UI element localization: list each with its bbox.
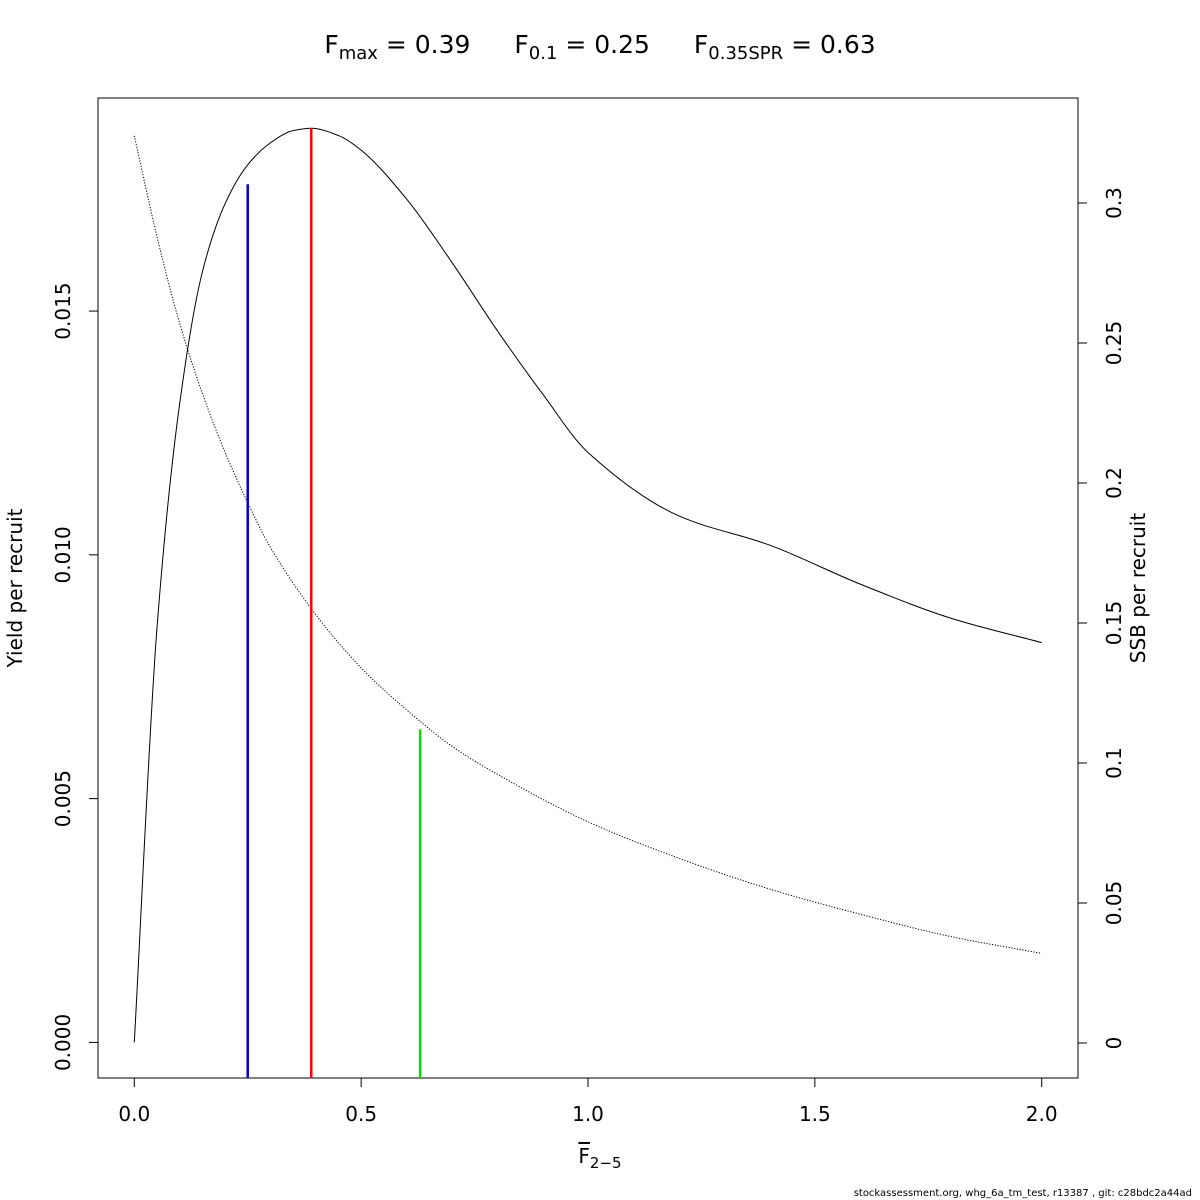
- x-tick-label: 1.5: [799, 1102, 831, 1126]
- y2-tick-label: 0.05: [1102, 881, 1126, 926]
- title-fmax: Fmax = 0.39: [324, 30, 471, 64]
- y2-tick-label: 0.1: [1102, 747, 1126, 779]
- x-axis-label: F2−5: [578, 1144, 622, 1172]
- footer-credit: stockassessment.org, whg_6a_tm_test, r13…: [853, 1188, 1192, 1199]
- y2-tick-label: 0.2: [1102, 467, 1126, 499]
- title-f01: F0.1 = 0.25: [514, 30, 650, 64]
- chart-title: Fmax = 0.39 F0.1 = 0.25 F0.35SPR = 0.63: [0, 30, 1200, 64]
- y2-tick-label: 0.15: [1102, 601, 1126, 646]
- y2-tick-label: 0.3: [1102, 187, 1126, 219]
- yield-per-recruit-line: [133, 127, 1042, 1043]
- plot-frame: [97, 97, 1079, 1079]
- title-fspr: F0.35SPR = 0.63: [693, 30, 876, 64]
- ssb-per-recruit-line: [133, 135, 1042, 954]
- y2-tick-label: 0: [1102, 1037, 1126, 1050]
- y-axis-label: Yield per recruit: [3, 508, 27, 668]
- y2-axis-label: SSB per recruit: [1126, 513, 1150, 664]
- y-tick-label: 0.015: [51, 282, 75, 339]
- y-tick-label: 0.000: [51, 1014, 75, 1071]
- x-tick-label: 0.0: [118, 1102, 150, 1126]
- x-tick-label: 0.5: [345, 1102, 377, 1126]
- x-tick-label: 1.0: [572, 1102, 604, 1126]
- x-tick-label: 2.0: [1026, 1102, 1058, 1126]
- y2-tick-label: 0.25: [1102, 321, 1126, 366]
- y-tick-label: 0.005: [51, 770, 75, 827]
- y-tick-label: 0.010: [51, 526, 75, 583]
